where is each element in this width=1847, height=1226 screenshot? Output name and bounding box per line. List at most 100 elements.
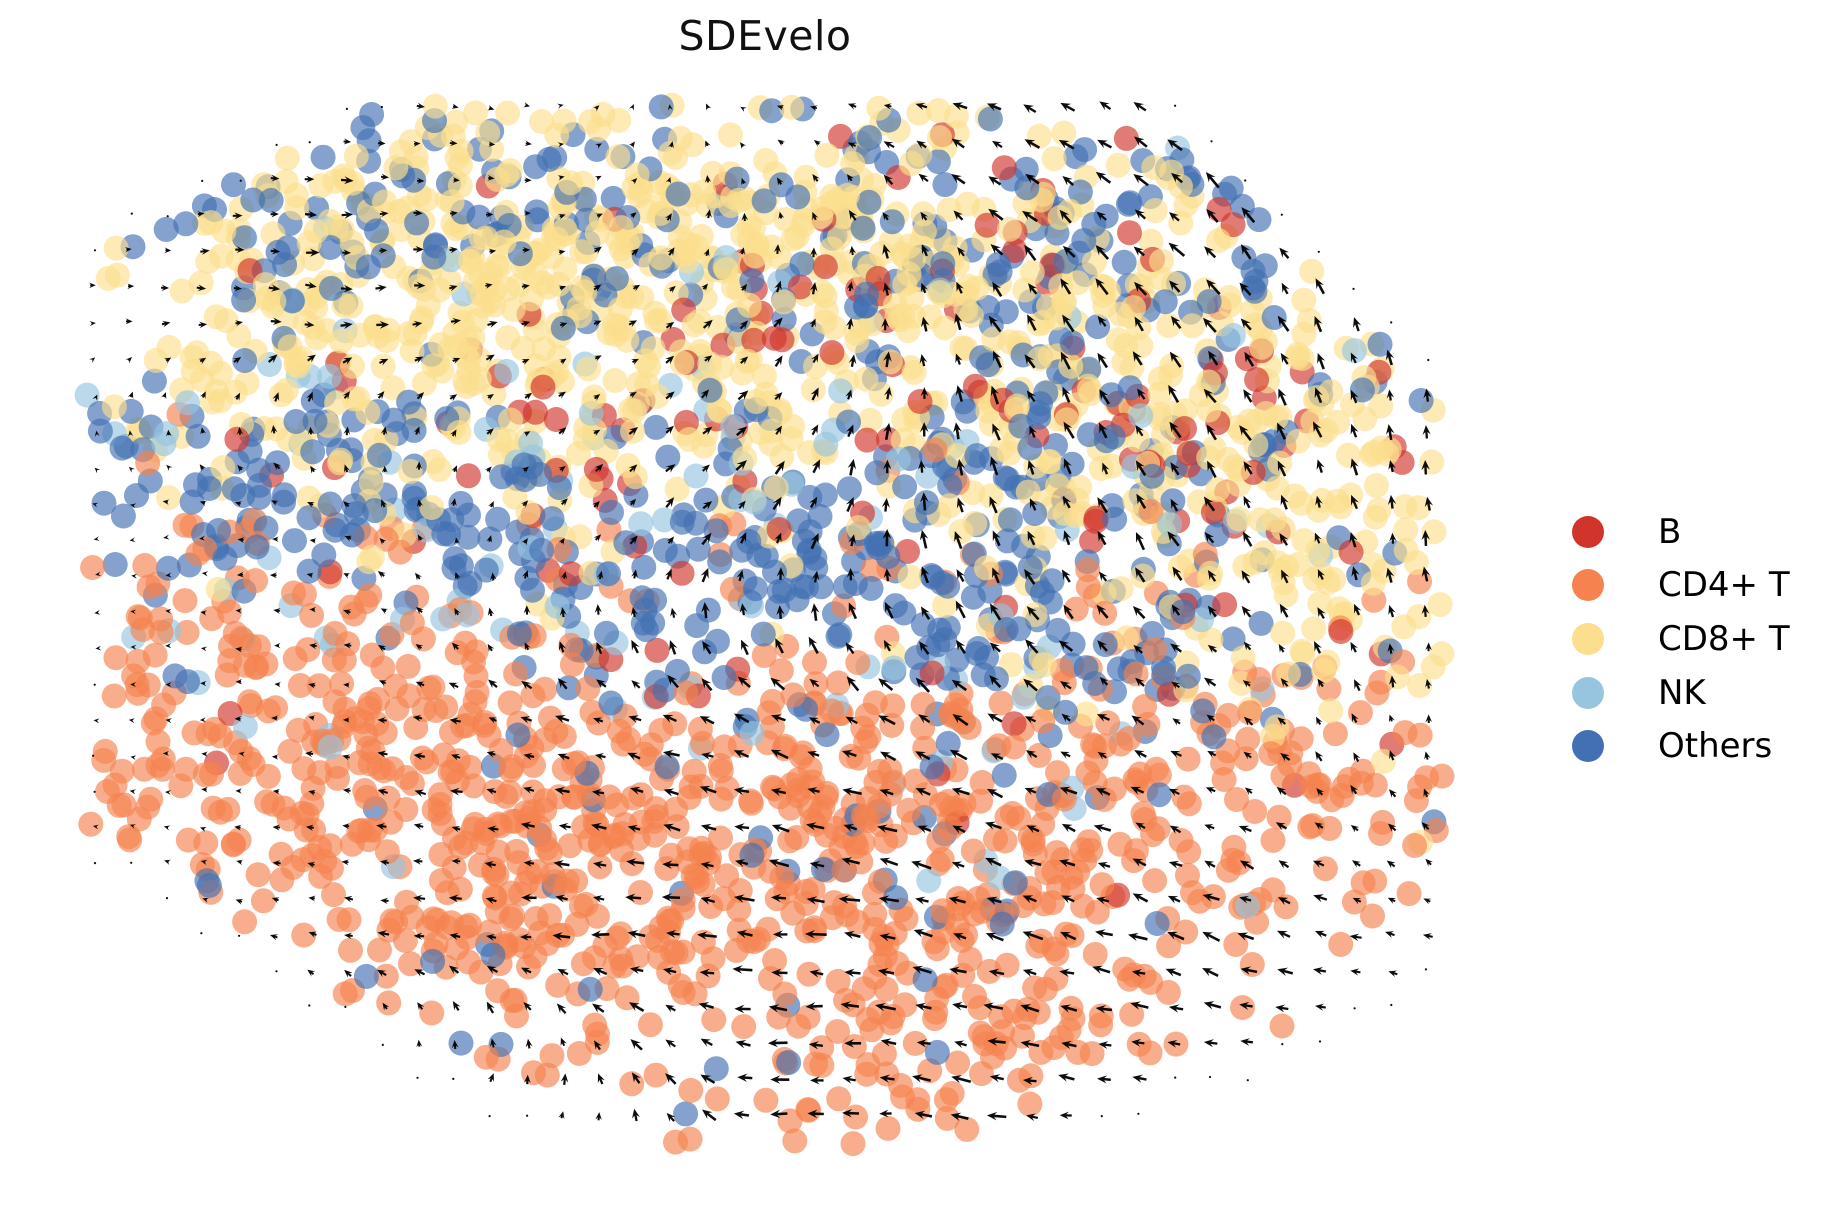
cell-dot xyxy=(199,389,225,415)
velocity-arrow xyxy=(777,139,786,147)
cell-dot xyxy=(604,925,630,951)
cell-dot xyxy=(421,244,447,270)
cell-dot xyxy=(494,162,520,188)
velocity-arrow xyxy=(274,681,282,688)
cell-dot xyxy=(608,236,634,262)
cell-dot xyxy=(231,287,257,313)
cell-dot xyxy=(771,306,797,332)
velocity-arrow xyxy=(1210,140,1213,143)
cell-dot xyxy=(1117,220,1142,246)
cell-dot xyxy=(919,754,945,780)
cell-dot xyxy=(739,720,765,746)
cell-dot xyxy=(572,426,598,452)
cell-dot xyxy=(793,164,819,190)
cell-dot xyxy=(796,794,822,820)
cell-dot xyxy=(250,888,276,914)
velocity-arrow xyxy=(235,788,242,794)
cell-dot xyxy=(1152,289,1178,315)
cell-dot xyxy=(327,450,353,476)
cell-dot xyxy=(1260,827,1286,853)
cell-dot xyxy=(411,276,437,302)
cell-dot xyxy=(539,506,565,532)
cell-dot xyxy=(812,254,838,280)
cell-dot xyxy=(767,244,793,270)
cell-dot xyxy=(736,528,762,554)
velocity-arrow xyxy=(1388,789,1398,798)
cell-dot xyxy=(1022,501,1048,526)
cell-dot xyxy=(514,565,540,591)
cell-dot xyxy=(1234,893,1260,919)
cell-dot xyxy=(784,825,810,850)
cell-dot xyxy=(360,544,385,570)
cell-dot xyxy=(448,1030,474,1056)
velocity-arrow xyxy=(1133,101,1147,112)
cell-dot xyxy=(945,1050,971,1076)
cell-dot xyxy=(584,220,610,246)
cell-dot xyxy=(1363,473,1389,498)
cell-dot xyxy=(393,797,419,822)
velocity-arrow xyxy=(1424,968,1427,971)
cell-dot xyxy=(419,1000,445,1026)
cell-dot xyxy=(676,836,702,862)
velocity-arrow xyxy=(413,857,423,865)
cell-dot xyxy=(174,619,200,645)
cell-dot xyxy=(862,964,888,990)
velocity-arrow xyxy=(269,934,279,941)
cell-dot xyxy=(756,700,782,726)
cell-dot xyxy=(1176,791,1202,817)
cell-dot xyxy=(736,292,762,318)
velocity-arrow xyxy=(842,1075,856,1084)
cell-dot xyxy=(550,315,576,341)
cell-dot xyxy=(814,142,840,168)
velocity-arrow xyxy=(1427,358,1430,362)
cell-dot xyxy=(752,363,777,389)
cell-dot xyxy=(606,718,632,744)
cell-dot xyxy=(427,782,453,808)
cell-dot xyxy=(321,882,346,908)
cell-dot xyxy=(321,647,347,673)
cell-dot xyxy=(654,754,680,780)
cell-dot xyxy=(454,602,480,628)
velocity-arrow xyxy=(1278,860,1290,869)
cell-dot xyxy=(669,509,695,535)
cell-dot xyxy=(1108,731,1134,757)
velocity-arrow xyxy=(525,1038,533,1049)
cell-dot xyxy=(473,1044,499,1070)
cell-dot xyxy=(670,887,696,913)
legend-marker xyxy=(1572,569,1604,602)
cell-dot xyxy=(1128,403,1154,429)
cell-dot xyxy=(546,475,572,501)
velocity-arrow xyxy=(236,859,244,866)
cell-dot xyxy=(1367,331,1393,357)
velocity-arrow xyxy=(416,1039,423,1048)
cell-dot xyxy=(1142,868,1168,894)
cell-dot xyxy=(978,411,1004,437)
cell-dot xyxy=(552,217,578,243)
cell-dot xyxy=(992,828,1018,854)
cell-dot xyxy=(832,574,858,600)
cell-dot xyxy=(1235,726,1261,752)
velocity-arrow xyxy=(165,643,172,649)
cell-dot xyxy=(862,690,888,716)
cell-dot xyxy=(993,617,1019,643)
cell-dot xyxy=(366,755,392,781)
cell-dot xyxy=(208,360,233,386)
cell-dot xyxy=(1045,617,1071,643)
cell-dot xyxy=(1196,397,1222,423)
cell-dot xyxy=(927,280,953,305)
cell-dot xyxy=(1139,463,1165,489)
cell-dot xyxy=(154,421,180,447)
cell-dot xyxy=(888,1072,913,1098)
cell-dot xyxy=(364,218,389,244)
cell-dot xyxy=(827,622,853,648)
cell-dot xyxy=(1328,931,1354,957)
cell-dot xyxy=(719,576,745,602)
cell-dot xyxy=(1336,442,1361,468)
cell-dot xyxy=(676,427,702,452)
cell-dot xyxy=(877,349,903,375)
cell-dot xyxy=(1217,292,1243,318)
cell-dot xyxy=(881,655,907,681)
velocity-arrow xyxy=(93,249,97,252)
velocity-arrow xyxy=(1315,1003,1326,1011)
velocity-arrow xyxy=(488,1115,491,1118)
